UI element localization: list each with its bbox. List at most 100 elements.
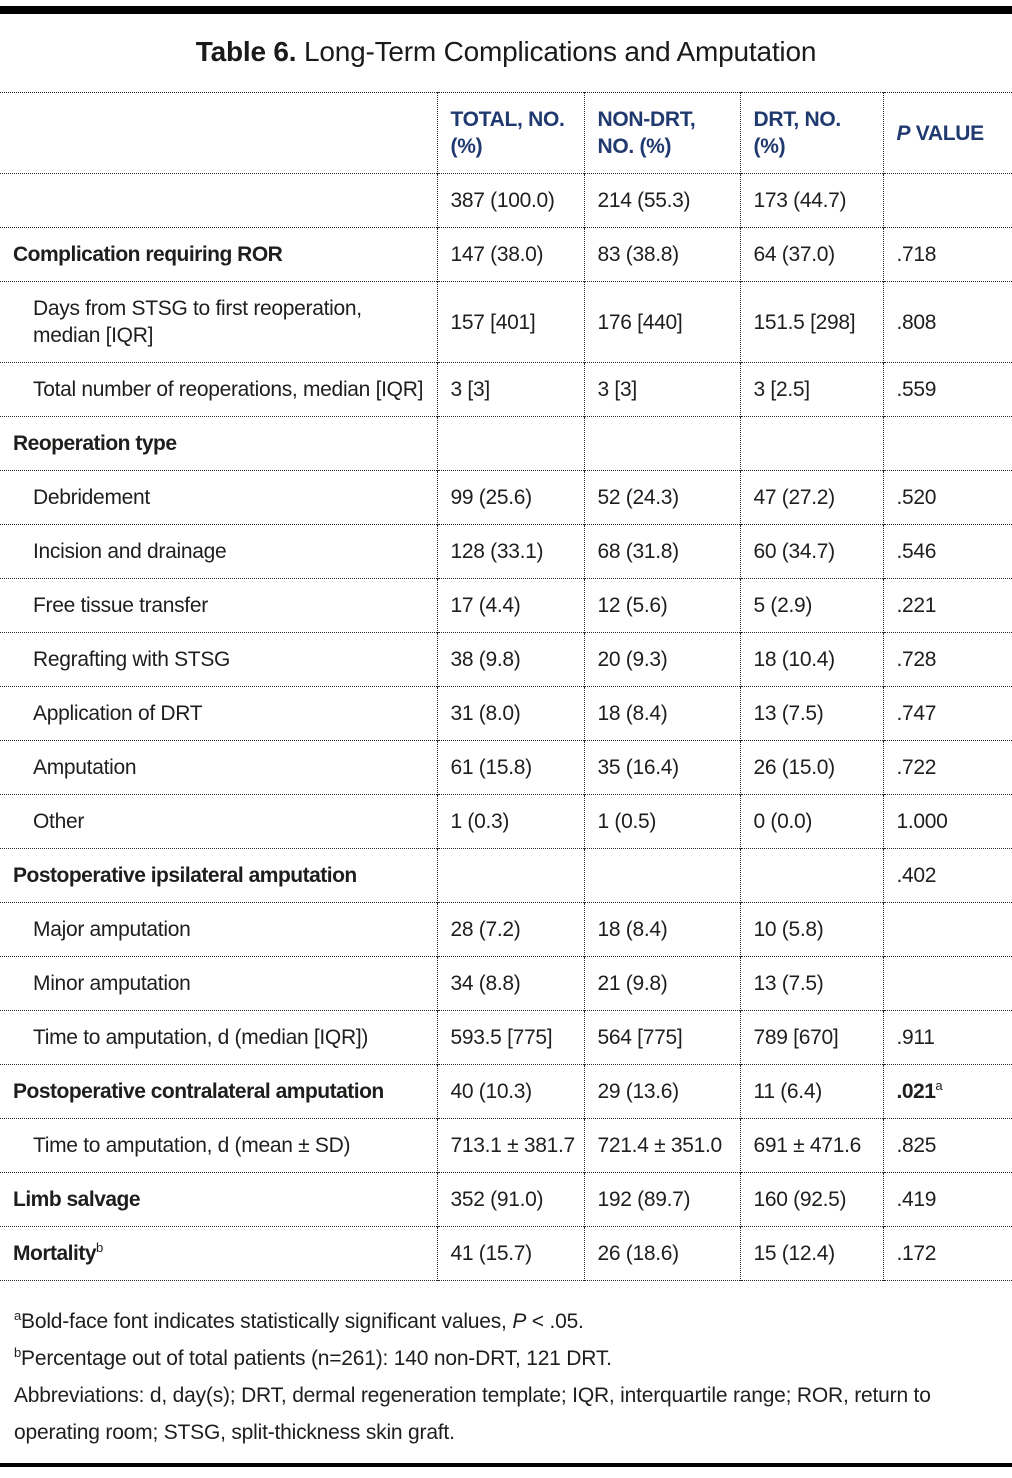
cell-total: 17 (4.4)	[436, 578, 584, 633]
footnote-superscript: a	[14, 1308, 22, 1323]
table-row: Amputation 61 (15.8) 35 (16.4) 26 (15.0)…	[0, 740, 1012, 795]
cell-pvalue: .728	[882, 632, 1012, 687]
cell-pvalue-text: .911	[896, 1026, 935, 1049]
row-label-text: Major amputation	[33, 918, 191, 941]
cell-pvalue	[882, 173, 1012, 228]
cell-nondrt: 214 (55.3)	[583, 173, 740, 228]
table-row: Days from STSG to first reoperation, med…	[0, 281, 1012, 363]
cell-pvalue: .722	[882, 740, 1012, 795]
cell-drt: 15 (12.4)	[739, 1226, 883, 1281]
cell-pvalue: .747	[882, 686, 1012, 741]
cell-pvalue-text: .722	[896, 756, 937, 779]
table-row: Regrafting with STSG 38 (9.8) 20 (9.3) 1…	[0, 632, 1012, 687]
row-label: Regrafting with STSG	[0, 633, 437, 687]
cell-total: 41 (15.7)	[436, 1226, 584, 1281]
cell-nondrt: 26 (18.6)	[583, 1226, 740, 1281]
cell-pvalue: .221	[882, 578, 1012, 633]
header-drt: DRT, NO. (%)	[739, 92, 883, 174]
cell-nondrt: 3 [3]	[583, 362, 740, 417]
cell-pvalue: 1.000	[882, 794, 1012, 849]
row-label: Amputation	[0, 741, 437, 795]
row-label: Total number of reoperations, median [IQ…	[0, 363, 437, 417]
cell-nondrt: 35 (16.4)	[583, 740, 740, 795]
row-label: Time to amputation, d (median [IQR])	[0, 1011, 437, 1065]
table-row: Postoperative ipsilateral amputation .40…	[0, 848, 1012, 903]
footnote-text: Bold-face font indicates statistically s…	[21, 1310, 513, 1333]
cell-pvalue-text: .825	[896, 1134, 937, 1157]
cell-pvalue: .546	[882, 524, 1012, 579]
cell-drt: 47 (27.2)	[739, 470, 883, 525]
cell-nondrt: 83 (38.8)	[583, 227, 740, 282]
cell-pvalue-text: .021	[896, 1080, 936, 1103]
row-label-text: Time to amputation, d (median [IQR])	[33, 1026, 369, 1049]
cell-drt: 151.5 [298]	[739, 281, 883, 363]
cell-pvalue-text: .419	[896, 1188, 937, 1211]
footnote: bPercentage out of total patients (n=261…	[14, 1340, 998, 1377]
cell-drt: 18 (10.4)	[739, 632, 883, 687]
row-label: Minor amputation	[0, 957, 437, 1011]
cell-drt: 0 (0.0)	[739, 794, 883, 849]
row-label	[0, 174, 437, 228]
cell-nondrt: 29 (13.6)	[583, 1064, 740, 1119]
footnote-text: < .05.	[526, 1310, 584, 1333]
cell-total: 157 [401]	[436, 281, 584, 363]
cell-drt: 5 (2.9)	[739, 578, 883, 633]
row-label: Debridement	[0, 471, 437, 525]
header-pvalue-italic-p: P	[896, 121, 911, 145]
cell-pvalue-text: .546	[896, 540, 937, 563]
cell-pvalue-text: .747	[896, 702, 937, 725]
header-nondrt: NON-DRT, NO. (%)	[583, 92, 740, 174]
row-label: Time to amputation, d (mean ± SD)	[0, 1119, 437, 1173]
cell-total: 352 (91.0)	[436, 1172, 584, 1227]
cell-nondrt: 21 (9.8)	[583, 956, 740, 1011]
footnote: aBold-face font indicates statistically …	[14, 1303, 998, 1340]
row-label-text: Postoperative ipsilateral amputation	[13, 864, 357, 887]
cell-total: 3 [3]	[436, 362, 584, 417]
cell-drt: 11 (6.4)	[739, 1064, 883, 1119]
table-title-text: Long-Term Complications and Amputation	[296, 36, 817, 67]
row-label-superscript: b	[96, 1240, 103, 1255]
cell-pvalue: .825	[882, 1118, 1012, 1173]
cell-drt: 13 (7.5)	[739, 686, 883, 741]
cell-nondrt: 20 (9.3)	[583, 632, 740, 687]
row-label: Major amputation	[0, 903, 437, 957]
table-header-row: TOTAL, NO. (%) NON-DRT, NO. (%) DRT, NO.…	[0, 92, 1012, 174]
footnote-text: Percentage out of total patients (n=261)…	[21, 1347, 612, 1370]
cell-total: 387 (100.0)	[436, 173, 584, 228]
row-label-text: Application of DRT	[33, 702, 203, 725]
row-label: Reoperation type	[0, 417, 437, 471]
cell-pvalue: .911	[882, 1010, 1012, 1065]
cell-drt: 26 (15.0)	[739, 740, 883, 795]
row-label-text: Regrafting with STSG	[33, 648, 231, 671]
footnote-superscript: b	[14, 1345, 22, 1360]
row-label: Other	[0, 795, 437, 849]
cell-nondrt: 564 [775]	[583, 1010, 740, 1065]
cell-pvalue: .021a	[882, 1064, 1012, 1119]
bottom-rule	[0, 1463, 1012, 1467]
footnotes: aBold-face font indicates statistically …	[0, 1281, 1012, 1451]
table-row: Mortalityb 41 (15.7) 26 (18.6) 15 (12.4)…	[0, 1226, 1012, 1281]
row-label-text: Free tissue transfer	[33, 594, 208, 617]
cell-pvalue: .419	[882, 1172, 1012, 1227]
cell-total: 40 (10.3)	[436, 1064, 584, 1119]
cell-drt: 789 [670]	[739, 1010, 883, 1065]
table-row: Application of DRT 31 (8.0) 18 (8.4) 13 …	[0, 686, 1012, 741]
cell-pvalue: .402	[882, 848, 1012, 903]
cell-total: 713.1 ± 381.7	[436, 1118, 584, 1173]
row-label-text: Amputation	[33, 756, 137, 779]
cell-drt: 173 (44.7)	[739, 173, 883, 228]
table-body: 387 (100.0) 214 (55.3) 173 (44.7) Compli…	[0, 173, 1012, 1281]
cell-pvalue	[882, 902, 1012, 957]
cell-pvalue: .718	[882, 227, 1012, 282]
cell-pvalue-text: .520	[896, 486, 937, 509]
cell-drt: 13 (7.5)	[739, 956, 883, 1011]
cell-total: 34 (8.8)	[436, 956, 584, 1011]
header-pvalue: P VALUE	[882, 92, 1012, 174]
row-label-text: Limb salvage	[13, 1188, 141, 1211]
cell-drt: 160 (92.5)	[739, 1172, 883, 1227]
cell-pvalue: .808	[882, 281, 1012, 363]
table-title: Table 6. Long-Term Complications and Amp…	[0, 0, 1012, 92]
cell-total: 593.5 [775]	[436, 1010, 584, 1065]
cell-nondrt: 68 (31.8)	[583, 524, 740, 579]
table-row: Reoperation type	[0, 416, 1012, 471]
